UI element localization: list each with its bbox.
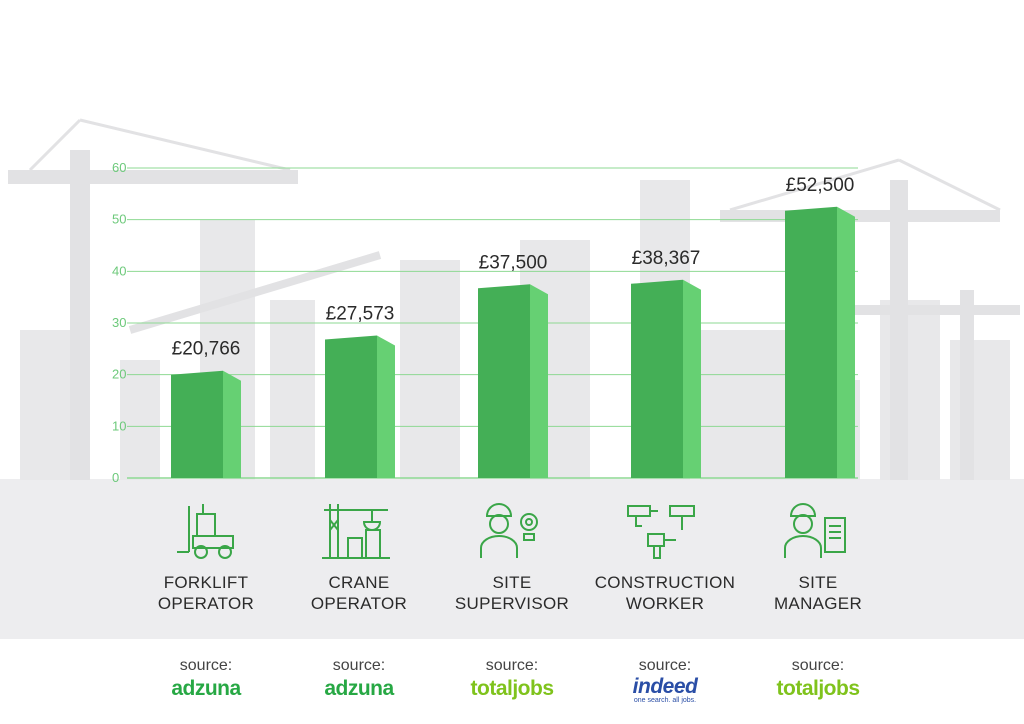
category-label: CONSTRUCTION WORKER <box>594 573 736 613</box>
totaljobs-logo: totaljobs <box>776 677 861 700</box>
bar <box>631 279 683 478</box>
category-label: SITE SUPERVISOR <box>454 573 570 613</box>
bar <box>478 284 530 478</box>
source-credit: source: totaljobs <box>743 657 893 701</box>
crane-icon <box>322 504 390 559</box>
icon-band <box>0 479 1024 639</box>
indeed-logo: indeed one search. all jobs. <box>632 675 698 704</box>
source-label: source: <box>485 657 539 674</box>
source-label: source: <box>179 657 233 674</box>
source-label: source: <box>791 657 845 674</box>
bar-side <box>530 284 548 478</box>
source-label: source: <box>638 657 692 674</box>
y-tick-label: 40 <box>112 263 126 278</box>
supervisor-icon <box>480 503 538 558</box>
value-labels: £20,766 £27,573 £37,500 £38,367 £52,500 <box>172 175 855 360</box>
y-axis-ticks: 0 10 20 30 40 50 60 <box>112 160 126 485</box>
bar-value-label: £52,500 <box>786 175 855 196</box>
bar <box>325 335 377 478</box>
bar-side <box>837 206 855 478</box>
indeed-tagline: one search. all jobs. <box>633 697 697 704</box>
bars <box>171 206 855 478</box>
bar-value-label: £20,766 <box>172 339 241 360</box>
category-label: FORKLIFT OPERATOR <box>157 573 255 613</box>
y-tick-label: 10 <box>112 418 126 433</box>
y-tick-label: 0 <box>112 470 119 485</box>
bar-side <box>683 279 701 478</box>
bar-side <box>223 370 241 478</box>
category-label: SITE MANAGER <box>773 573 863 613</box>
totaljobs-logo: totaljobs <box>470 677 555 700</box>
source-credit: source: adzuna <box>131 657 281 701</box>
y-tick-label: 30 <box>112 315 126 330</box>
bar <box>171 370 223 478</box>
adzuna-logo: adzuna <box>171 677 241 700</box>
adzuna-logo: adzuna <box>324 677 394 700</box>
bar-value-label: £27,573 <box>326 304 395 325</box>
source-credit: source: indeed one search. all jobs. <box>590 657 740 707</box>
y-tick-label: 20 <box>112 367 126 382</box>
bar-value-label: £37,500 <box>479 252 548 273</box>
bar <box>785 206 837 478</box>
manager-icon <box>784 503 846 558</box>
y-tick-label: 60 <box>112 160 126 175</box>
bar-value-label: £38,367 <box>632 248 701 269</box>
source-credit: source: totaljobs <box>437 657 587 701</box>
y-tick-label: 50 <box>112 212 126 227</box>
category-label: CRANE OPERATOR <box>310 573 408 613</box>
source-label: source: <box>332 657 386 674</box>
forklift-icon <box>177 504 234 559</box>
bar-side <box>377 335 395 478</box>
source-credit: source: adzuna <box>284 657 434 701</box>
tools-icon <box>627 505 695 559</box>
